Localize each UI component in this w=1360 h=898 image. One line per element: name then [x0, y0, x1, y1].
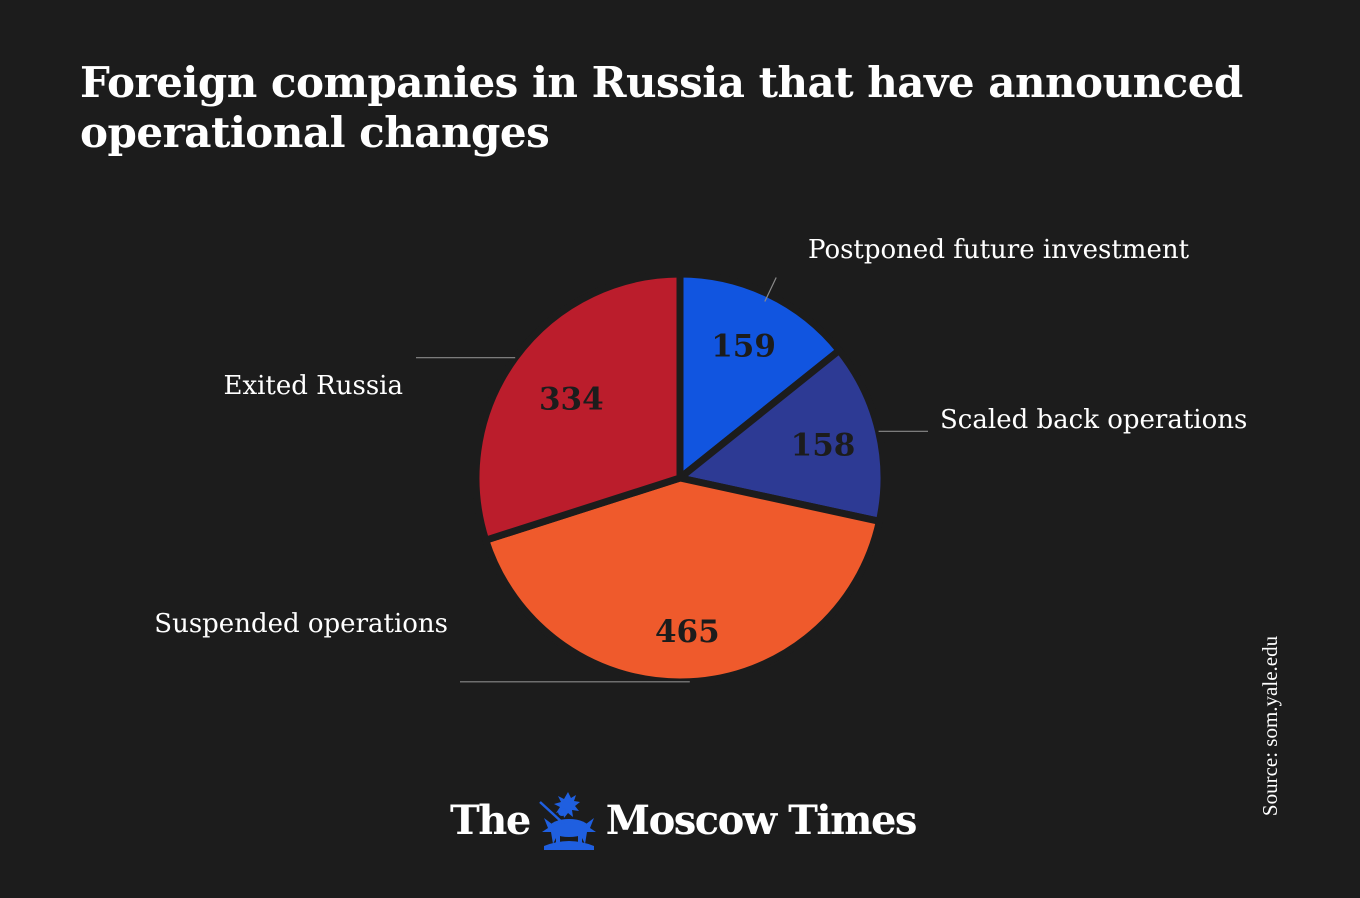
chart-title-line-2: operational changes — [80, 108, 550, 157]
pie-value-label-suspended-operations: 465 — [655, 614, 720, 650]
st-george-emblem-icon — [538, 792, 596, 850]
chart-title: Foreign companies in Russia that have an… — [80, 58, 1260, 158]
pie-leader-line-postponed-future-investment — [764, 277, 777, 302]
chart-title-line-1: Foreign companies in Russia that have an… — [80, 58, 1243, 107]
logo-word-the: The — [450, 796, 531, 844]
moscow-times-logo: The Moscow Times — [450, 790, 918, 850]
pie-slice-exited-russia — [472, 270, 684, 544]
pie-category-label-suspended-operations: Suspended operations — [154, 609, 448, 639]
pie-value-label-exited-russia: 334 — [539, 382, 604, 418]
pie-category-label-exited-russia: Exited Russia — [223, 371, 403, 401]
pie-value-label-postponed-future-investment: 159 — [711, 329, 776, 365]
pie-category-label-postponed-future-investment: Postponed future investment — [808, 235, 1190, 265]
pie-slice-scaled-back-operations — [676, 346, 888, 525]
pie-category-label-scaled-back-operations: Scaled back operations — [940, 405, 1247, 435]
logo-word-moscow-times: Moscow Times — [605, 796, 918, 844]
source-note: Source: som.yale.edu — [1258, 635, 1282, 817]
pie-value-label-scaled-back-operations: 158 — [791, 427, 856, 463]
